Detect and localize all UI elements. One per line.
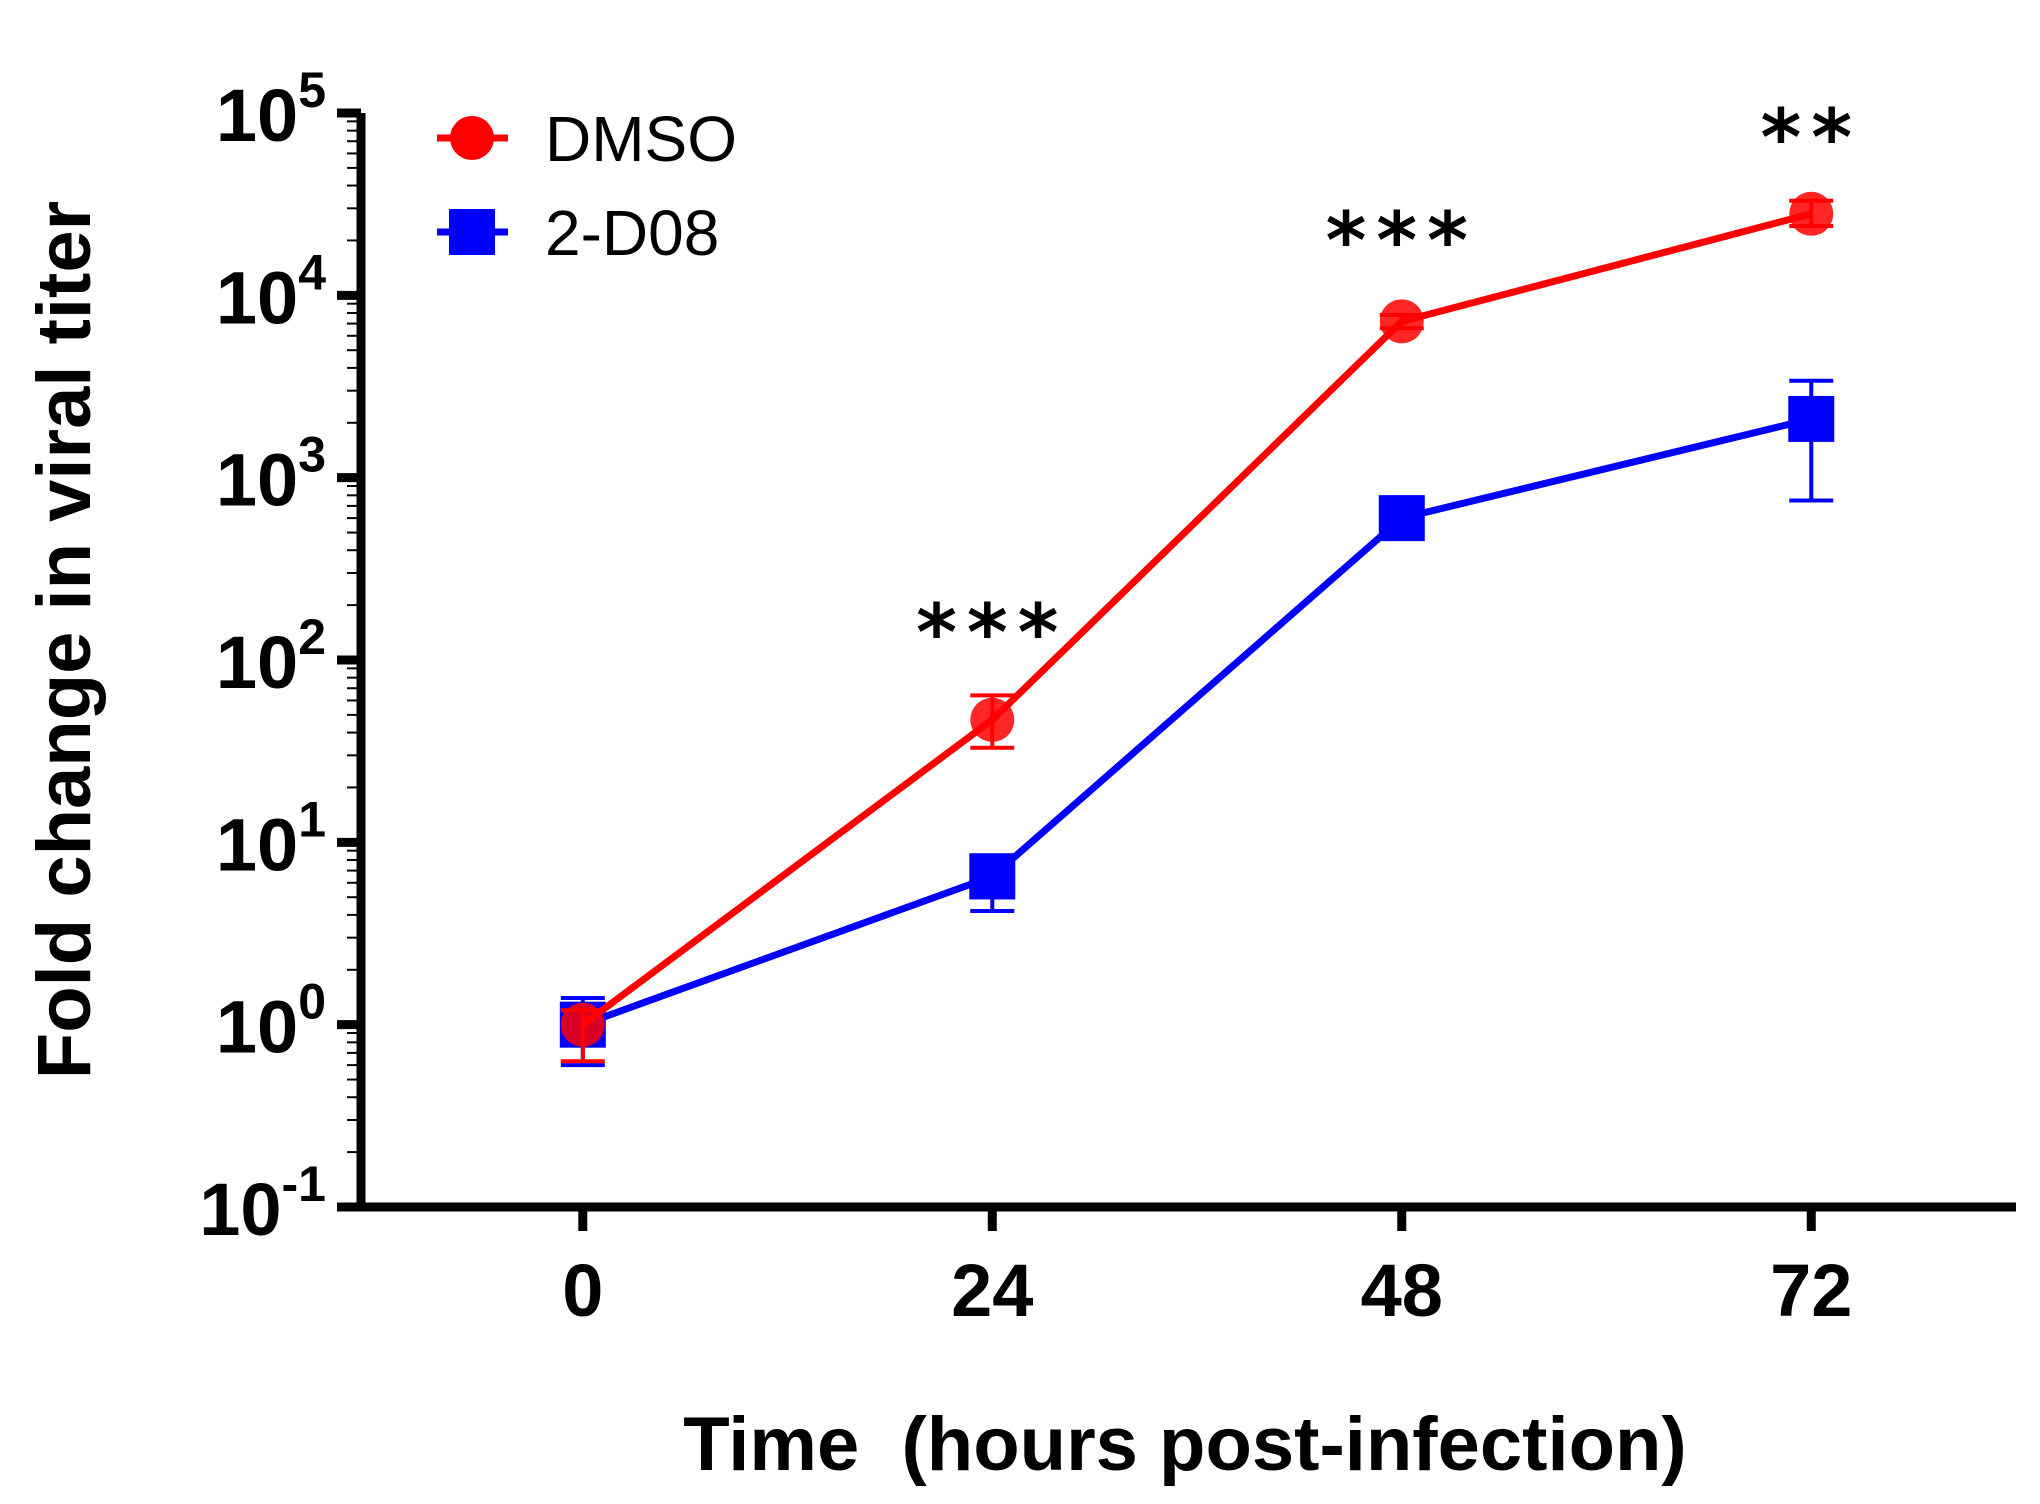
y-tick-label: 104 [216, 244, 326, 339]
data-point [1378, 495, 1425, 542]
x-tick-label: 48 [1361, 1249, 1443, 1332]
legend-entry: DMSO [437, 103, 737, 175]
series-layer [559, 191, 1835, 1068]
y-tick-exponent: 0 [298, 974, 326, 1030]
legend-marker-square [449, 209, 495, 255]
x-tick-label: 72 [1770, 1249, 1852, 1332]
y-tick-exponent: 2 [298, 609, 326, 665]
legend: DMSO 2-D08 [437, 103, 737, 269]
y-tick-base: 10 [216, 621, 298, 704]
data-point [1789, 191, 1834, 236]
series-line [581, 415, 1813, 1028]
y-tick-exponent: 1 [298, 791, 326, 847]
y-axis-title: Fold change in viral titer [22, 201, 107, 1079]
significance-label: *** [1326, 197, 1478, 287]
y-tick-base: 10 [216, 803, 298, 886]
x-ticks [578, 1207, 1816, 1231]
y-tick-label: 103 [216, 427, 326, 522]
y-tick-label: 100 [216, 974, 326, 1069]
significance-label: *** [916, 589, 1068, 679]
annotation-layer: ******** [916, 94, 1862, 679]
legend-label: DMSO [545, 103, 737, 175]
x-tick-label: 24 [951, 1249, 1033, 1332]
y-tick-exponent: 5 [298, 62, 326, 118]
y-tick-exponent: 4 [298, 244, 326, 300]
y-tick-exponent: 3 [298, 427, 326, 483]
y-tick-base: 10 [216, 256, 298, 339]
data-point [1379, 299, 1424, 344]
x-axis-title: Time (hours post-infection) [683, 1402, 1686, 1487]
significance-label: ** [1760, 94, 1862, 184]
y-tick-exponent: -1 [282, 1156, 326, 1212]
series-line [580, 210, 1813, 1028]
y-tick-label: 105 [216, 62, 326, 157]
y-tick-base: 10 [216, 986, 298, 1069]
series-2-d08 [559, 378, 1835, 1068]
y-tick-base: 10 [216, 439, 298, 522]
data-point [969, 853, 1016, 900]
y-tick-label: 10-1 [199, 1156, 326, 1251]
y-tick-base: 10 [199, 1168, 281, 1251]
data-point [560, 1002, 605, 1047]
data-point [1788, 395, 1835, 442]
legend-label: 2-D08 [545, 197, 719, 269]
x-tick-label: 0 [562, 1249, 603, 1332]
legend-entry: 2-D08 [437, 197, 719, 269]
legend-marker-circle [450, 116, 494, 160]
x-tick-labels: 0 24 48 72 [562, 1249, 1852, 1332]
y-tick-base: 10 [216, 74, 298, 157]
y-tick-label: 101 [216, 791, 326, 886]
y-tick-label: 102 [216, 609, 326, 704]
series-dmso [560, 191, 1834, 1064]
data-point [970, 697, 1015, 742]
